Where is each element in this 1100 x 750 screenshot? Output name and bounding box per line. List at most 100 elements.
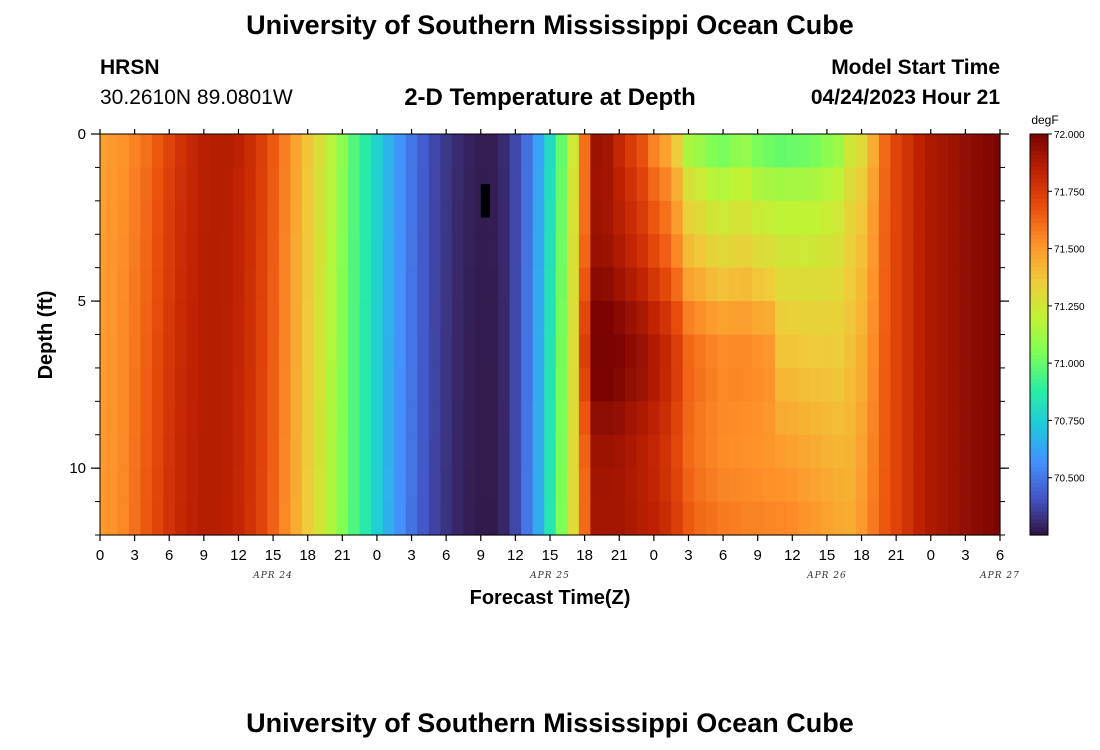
heatmap-cell — [140, 468, 153, 503]
heatmap-cell — [832, 434, 845, 469]
heatmap-cell — [613, 301, 626, 336]
colorbar-segment — [1030, 510, 1048, 516]
colorbar-segment — [1030, 298, 1048, 304]
heatmap-cell — [105, 367, 118, 402]
heatmap-cell — [359, 234, 372, 269]
heatmap-cell — [128, 334, 141, 369]
colorbar-segment — [1030, 402, 1048, 408]
colorbar: degF 72.000 71.750 71.500 71.250 71.000 70.750… — [1029, 113, 1085, 536]
heatmap-cell — [417, 167, 430, 202]
heatmap-cell — [313, 401, 326, 436]
heatmap-cell — [475, 334, 488, 369]
heatmap-cell — [959, 234, 972, 269]
heatmap-cell — [705, 367, 718, 402]
heatmap-cell — [694, 334, 707, 369]
heatmap-cell — [798, 367, 811, 402]
heatmap-cell — [405, 167, 418, 202]
model-start-time: 04/24/2023 Hour 21 — [810, 86, 1000, 109]
heatmap-cell — [451, 301, 465, 336]
heatmap-cell — [405, 434, 418, 469]
heatmap-cell — [982, 267, 995, 302]
heatmap-cell — [948, 134, 961, 169]
heatmap-cell — [740, 401, 753, 436]
heatmap-cell — [428, 501, 441, 536]
heatmap-cell — [440, 134, 453, 169]
heatmap-cell — [786, 267, 799, 302]
heatmap-cell — [128, 200, 141, 235]
heatmap-cell — [855, 200, 868, 235]
heatmap-cell — [221, 334, 234, 369]
heatmap-cell — [555, 234, 568, 269]
colorbar-segment — [1030, 382, 1048, 388]
x-tick-label: 18 — [853, 547, 870, 564]
heatmap-cell — [751, 334, 765, 369]
heatmap-cell — [601, 501, 615, 536]
heatmap-cell — [728, 200, 741, 235]
heatmap-cell — [555, 334, 568, 369]
heatmap-cell — [775, 301, 788, 336]
heatmap-cell — [728, 468, 741, 503]
heatmap-cell — [659, 167, 672, 202]
heatmap-cell — [994, 301, 1001, 336]
colorbar-segment — [1030, 486, 1048, 492]
heatmap-cell — [244, 367, 257, 402]
heatmap-cell — [359, 134, 372, 169]
colorbar-frame — [1029, 133, 1049, 536]
heatmap-cell — [694, 468, 707, 503]
heatmap-cell — [971, 134, 984, 169]
heatmap-cell — [151, 167, 165, 202]
colorbar-segment — [1030, 378, 1048, 384]
heatmap-cell — [901, 301, 915, 336]
heatmap-cell — [671, 167, 684, 202]
x-tick-label: 6 — [442, 547, 450, 564]
heatmap-cell — [625, 334, 638, 369]
heatmap-cell — [959, 501, 972, 536]
colorbar-segment — [1030, 466, 1048, 472]
heatmap-cell — [994, 167, 1001, 202]
heatmap-cell — [463, 468, 476, 503]
heatmap-cell — [105, 167, 118, 202]
heatmap-cell — [382, 468, 395, 503]
heatmap-cell — [151, 200, 165, 235]
heatmap-cell — [555, 267, 568, 302]
heatmap-cell — [936, 334, 949, 369]
heatmap-cell — [925, 234, 938, 269]
x-tick-label: 0 — [96, 547, 104, 564]
heatmap-cell — [936, 434, 949, 469]
heatmap-cell — [175, 134, 188, 169]
heatmap-cell — [140, 167, 153, 202]
heatmap-cell — [648, 267, 661, 302]
heatmap-cell — [821, 334, 834, 369]
colorbar-segment — [1030, 166, 1048, 171]
heatmap-cell — [936, 234, 949, 269]
heatmap-cell — [590, 501, 603, 536]
heatmap-cell — [451, 367, 465, 402]
heatmap-cell — [371, 134, 384, 169]
heatmap-cell — [475, 501, 488, 536]
heatmap-cell — [509, 134, 522, 169]
heatmap-cell — [775, 267, 788, 302]
heatmap-cell — [694, 401, 707, 436]
heatmap-cell — [451, 501, 465, 536]
heatmap-cell — [659, 334, 672, 369]
heatmap-cell — [601, 267, 615, 302]
colorbar-segment — [1030, 514, 1048, 520]
x-tick-label: 18 — [299, 547, 316, 564]
heatmap-cell — [325, 134, 338, 169]
heatmap-cell — [821, 501, 834, 536]
colorbar-segment — [1030, 230, 1048, 235]
heatmap-cell — [336, 501, 349, 536]
heatmap-cell — [878, 367, 891, 402]
colorbar-segment — [1030, 442, 1048, 448]
x-tick-label: 3 — [684, 547, 692, 564]
heatmap-cell — [359, 200, 372, 235]
heatmap-cell — [878, 301, 891, 336]
heatmap-cell — [590, 267, 603, 302]
heatmap-cell — [613, 501, 626, 536]
heatmap-cell — [925, 401, 938, 436]
colorbar-segment — [1030, 314, 1048, 320]
heatmap-cell — [244, 167, 257, 202]
heatmap-cell — [117, 501, 130, 536]
heatmap-cell — [163, 200, 176, 235]
heatmap-cell — [925, 367, 938, 402]
